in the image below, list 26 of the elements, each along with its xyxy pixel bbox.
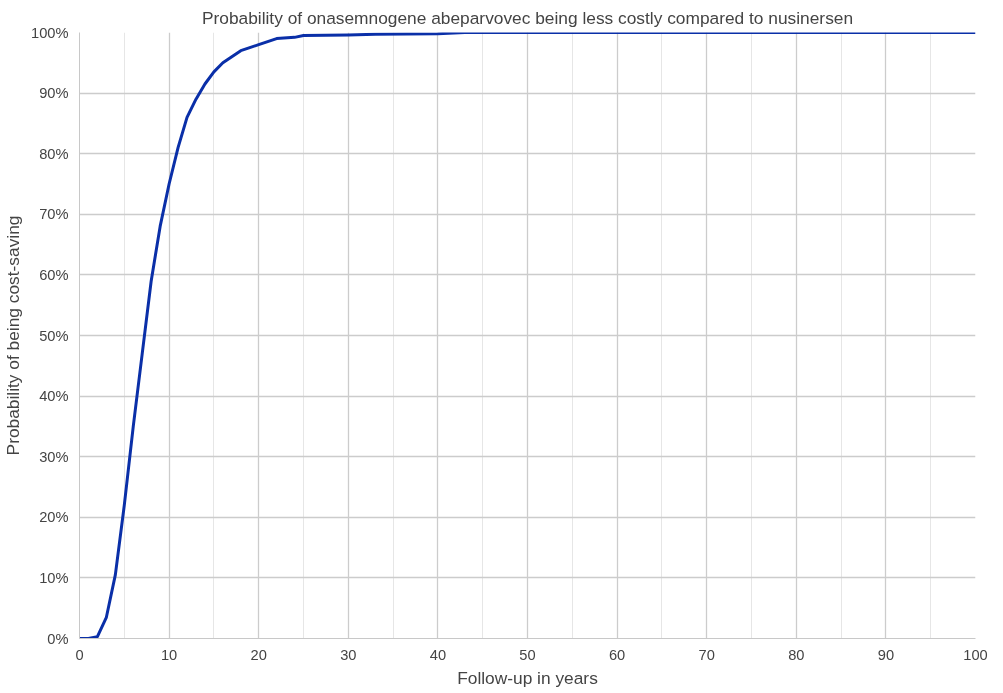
x-axis-title: Follow-up in years — [457, 667, 599, 688]
chart-title: Probability of onasemnogene abeparvovec being less costly compared to nusinersen — [201, 7, 854, 28]
x-tick-label: 60 — [608, 646, 626, 663]
x-tick-label: 30 — [340, 646, 357, 663]
line-series — [79, 32, 976, 639]
y-tick-label: 80% — [39, 145, 69, 162]
x-tick-label: 100 — [963, 646, 988, 663]
y-tick-label: 30% — [39, 448, 69, 465]
x-tick-label: 70 — [698, 646, 715, 663]
x-tick-label: 10 — [160, 646, 178, 663]
y-tick-label: 0% — [47, 630, 69, 647]
x-tick-label: 0 — [75, 646, 84, 663]
x-tick-label: 90 — [877, 646, 895, 663]
x-tick-label: 50 — [519, 646, 536, 663]
y-tick-label: 70% — [39, 206, 69, 223]
y-tick-label: 20% — [39, 509, 69, 526]
y-tick-label: 60% — [39, 266, 69, 283]
y-tick-label: 90% — [39, 85, 69, 102]
y-tick-label: 50% — [39, 327, 69, 344]
y-tick-label: 10% — [39, 569, 69, 586]
y-tick-label: 100% — [31, 24, 69, 41]
x-tick-label: 20 — [250, 646, 267, 663]
x-tick-label: 80 — [788, 646, 805, 663]
x-tick-label: 40 — [429, 646, 447, 663]
y-tick-label: 40% — [39, 388, 69, 405]
y-axis-title: Probability of being cost-saving — [3, 215, 24, 456]
